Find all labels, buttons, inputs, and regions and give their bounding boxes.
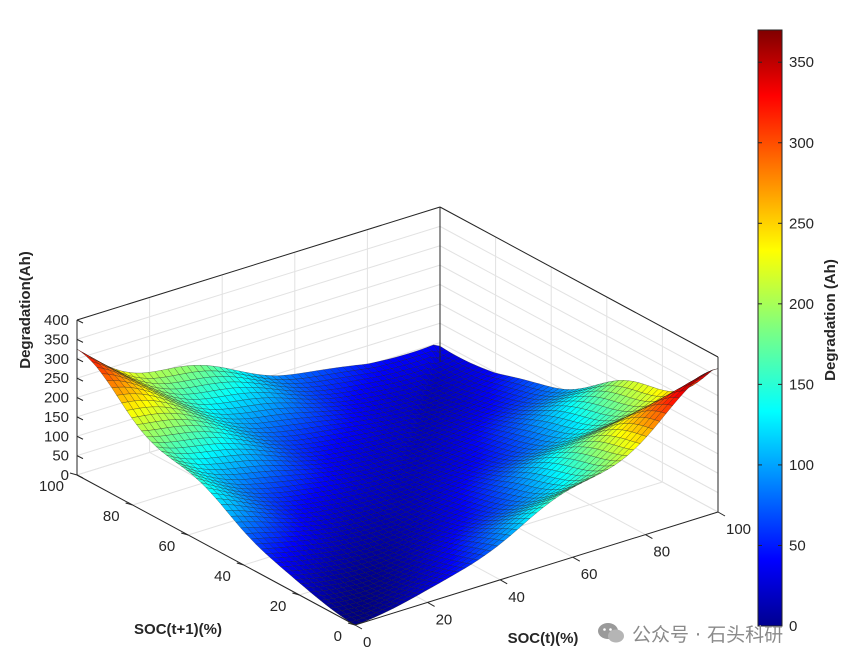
z-axis-ticks: 0 50 100 150 200 250 300 350 400 — [44, 312, 84, 484]
grid-line — [76, 225, 441, 340]
grid-line — [439, 264, 719, 416]
x-tick-mark — [499, 579, 508, 585]
y-axis-label: SOC(t+1)(%) — [134, 621, 222, 638]
y-tick-label: 60 — [159, 538, 176, 555]
grid-line — [439, 245, 719, 397]
z-tick-mark — [76, 416, 84, 421]
z-tick-label: 0 — [61, 467, 69, 484]
z-tick-mark — [76, 358, 84, 363]
colorbar-tick-label: 150 — [789, 376, 814, 393]
z-tick-mark — [76, 397, 84, 401]
y-axis-ticks: 0 20 40 60 80 100 — [39, 472, 356, 645]
y-tick-label: 100 — [39, 478, 64, 495]
colorbar — [757, 29, 783, 627]
z-tick-mark — [76, 435, 84, 440]
y-tick-mark — [236, 562, 244, 566]
x-tick-mark — [354, 624, 363, 630]
z-tick-label: 200 — [44, 390, 69, 407]
grid-line — [76, 245, 441, 360]
colorbar-tick-label: 50 — [789, 537, 806, 554]
z-tick-mark — [76, 319, 84, 324]
z-tick-label: 50 — [52, 448, 69, 465]
y-tick-mark — [125, 502, 133, 506]
x-tick-mark — [427, 601, 435, 607]
x-tick-mark — [645, 534, 653, 540]
degradation-surface — [76, 344, 719, 626]
colorbar-tick-label: 350 — [789, 54, 814, 71]
x-axis-line — [354, 511, 719, 626]
colorbar-tick-label: 100 — [789, 457, 814, 474]
z-tick-mark — [76, 338, 84, 343]
y-axis-line — [76, 474, 356, 626]
y-tick-label: 40 — [214, 568, 231, 585]
grid-line — [439, 284, 719, 435]
y-tick-mark — [347, 622, 356, 626]
chat-bubble-icon — [598, 623, 624, 643]
watermark: 公众号 · 石头科研 — [596, 618, 783, 648]
z-tick-label: 350 — [44, 331, 69, 348]
x-tick-mark — [717, 511, 726, 517]
y-tick-label: 80 — [103, 508, 120, 525]
z-tick-label: 400 — [44, 312, 69, 329]
z-tick-label: 150 — [44, 409, 69, 426]
y-tick-mark — [69, 472, 78, 476]
y-tick-mark — [292, 592, 300, 596]
grid-line — [439, 225, 719, 377]
x-tick-label: 80 — [653, 544, 670, 561]
z-tick-mark — [76, 377, 84, 382]
colorbar-tick-label: 0 — [789, 618, 797, 635]
y-tick-label: 0 — [334, 628, 342, 645]
colorbar-tick-label: 300 — [789, 135, 814, 152]
x-tick-label: 60 — [581, 566, 598, 583]
axes-box-edge — [439, 206, 719, 358]
x-axis-label: SOC(t)(%) — [508, 630, 579, 647]
y-tick-mark — [181, 532, 189, 536]
colorbar-tick-label: 250 — [789, 215, 814, 232]
x-tick-label: 20 — [436, 611, 453, 628]
colorbar-label: Degradation (Ah) — [822, 259, 839, 381]
x-tick-label: 0 — [363, 634, 371, 651]
z-axis-label: Degradation(Ah) — [17, 251, 34, 369]
y-tick-label: 20 — [270, 598, 287, 615]
colorbar-tick-label: 200 — [789, 296, 814, 313]
x-tick-label: 100 — [726, 521, 751, 538]
axes-frame — [76, 206, 719, 626]
grid-line — [439, 303, 719, 455]
x-axis-ticks: 0 20 40 60 80 100 — [354, 511, 751, 651]
z-tick-label: 100 — [44, 428, 69, 445]
grid-line — [76, 264, 441, 379]
z-tick-mark — [76, 455, 84, 460]
axes-box-edge — [76, 206, 441, 321]
z-tick-mark — [76, 474, 84, 479]
colorbar-ticks: 0 50 100 150 200 250 300 350 — [758, 54, 814, 635]
x-tick-mark — [572, 556, 581, 562]
z-tick-label: 300 — [44, 351, 69, 368]
watermark-text: 公众号 · 石头科研 — [632, 623, 784, 646]
x-tick-label: 40 — [508, 589, 525, 606]
z-tick-label: 250 — [44, 370, 69, 387]
